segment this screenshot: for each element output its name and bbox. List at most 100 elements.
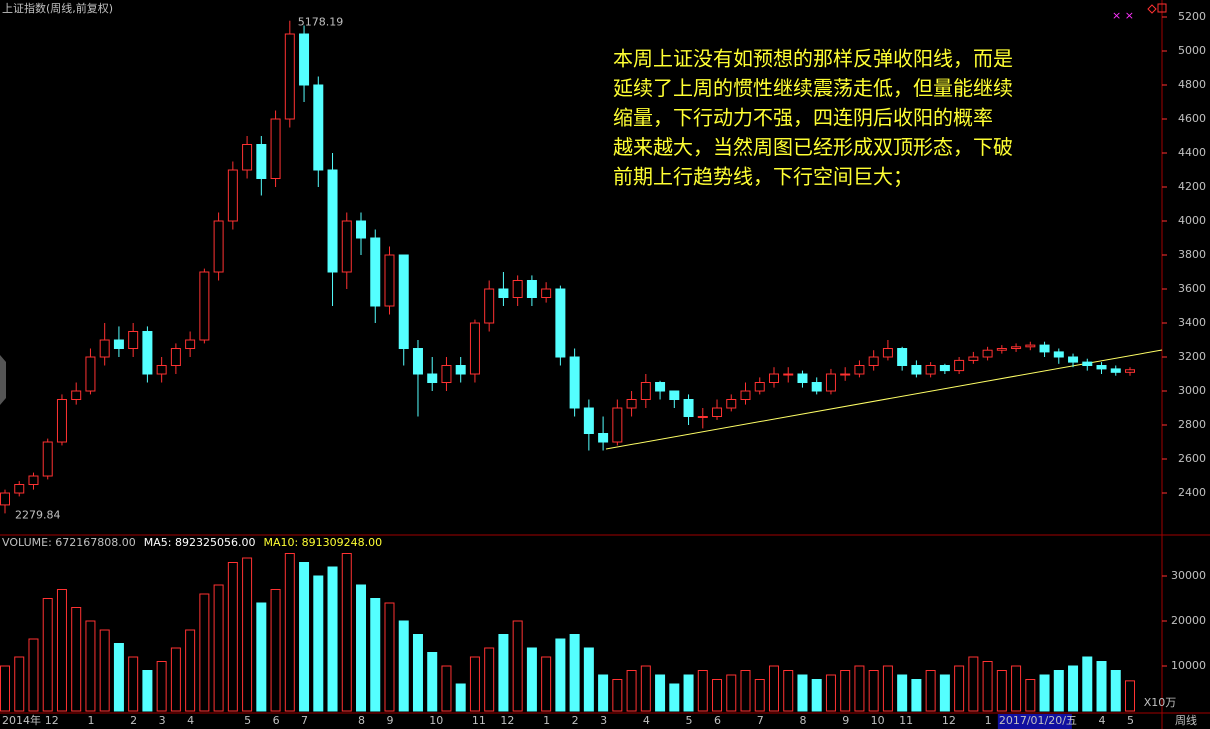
volume-bar (683, 674, 694, 712)
annotation: 延续了上周的惯性继续震荡走低，但量能继续 (613, 76, 1013, 100)
candle-body (213, 220, 224, 273)
candle-body (256, 144, 267, 180)
volume-bar (954, 665, 965, 712)
icon-square[interactable] (1157, 3, 1167, 13)
candle-body (697, 416, 708, 419)
volume-bar (284, 553, 295, 712)
x-tick-label: 9 (386, 714, 393, 727)
y-tick-label: 5200 (1178, 10, 1206, 23)
annotation: 越来越大，当然周图已经形成双顶形态，下破 (613, 135, 1013, 159)
candle-body (242, 144, 253, 171)
candle-body (384, 254, 395, 307)
icon-diamond[interactable] (1147, 4, 1157, 14)
volume-bar (526, 647, 537, 712)
volume-bar (455, 683, 466, 712)
volume-bar (1053, 670, 1064, 712)
volume-legend: VOLUME: 672167808.00 (2, 536, 136, 549)
x-tick-label: 2014年 (2, 713, 41, 727)
volume-bar (982, 661, 993, 712)
volume-bar (911, 679, 922, 712)
icon-close[interactable]: × × (1112, 9, 1134, 22)
y-tick-label: 4200 (1178, 180, 1206, 193)
volume-bar (783, 670, 794, 712)
candle-body (754, 382, 765, 392)
x-tick-label: 4 (1099, 714, 1106, 727)
x-tick-label: 1 (87, 714, 94, 727)
volume-bar (1039, 674, 1050, 712)
candle-body (626, 399, 637, 409)
candle-body (341, 220, 352, 273)
volume-bar (42, 598, 53, 712)
volume-bar (498, 634, 509, 712)
volume-bar (256, 602, 267, 712)
candle-body (954, 359, 965, 372)
x-tick-label: 11 (899, 714, 913, 727)
volume-bar (626, 670, 637, 712)
volume-bar (1011, 665, 1022, 712)
x-tick-label: 5 (244, 714, 251, 727)
candle-body (469, 322, 480, 375)
volume-bar (412, 634, 423, 712)
candle-body (427, 373, 438, 384)
candle-body (199, 271, 210, 341)
volume-bar (170, 647, 181, 712)
volume-bar (598, 674, 609, 712)
candle-body (939, 365, 950, 372)
volume-bar (56, 589, 67, 712)
x-tick-label: 6 (273, 714, 280, 727)
volume-bar (341, 553, 352, 712)
x-tick-label: 10 (871, 714, 885, 727)
x-tick-label: 12 (942, 714, 956, 727)
volume-bar (313, 575, 324, 712)
side-handle[interactable] (0, 355, 6, 405)
volume-bar (128, 656, 139, 712)
volume-tick-label: 10000 (1171, 659, 1206, 672)
x-tick-label: 12 (500, 714, 514, 727)
candle-body (99, 339, 110, 358)
volume-bar (441, 665, 452, 712)
x-tick-label: 12 (45, 714, 59, 727)
volume-bar (356, 584, 367, 712)
candle-body (655, 382, 666, 392)
volume-bar (612, 679, 623, 712)
candle-body (669, 390, 680, 401)
volume-bar (1110, 670, 1121, 712)
candle-body (28, 475, 39, 486)
volume-bar (85, 620, 96, 712)
volume-tick-label: 20000 (1171, 614, 1206, 627)
candle-body (598, 433, 609, 443)
candle-body (1125, 369, 1135, 373)
x-tick-label: 2 (572, 714, 579, 727)
x-tick-label: 4 (187, 714, 194, 727)
volume-bar (726, 674, 737, 712)
volume-bar (825, 674, 836, 712)
candle-body (313, 84, 324, 171)
candle-body (526, 280, 537, 299)
volume-bar (811, 679, 822, 712)
candle-body (982, 349, 993, 358)
y-tick-label: 3600 (1178, 282, 1206, 295)
candle-body (911, 365, 922, 375)
candle-body (498, 288, 509, 299)
volume-bar (71, 607, 82, 712)
volume-bar (113, 643, 124, 712)
volume-bar (1082, 656, 1093, 712)
candle-body (56, 399, 67, 443)
volume-bar (199, 593, 210, 712)
candle-body (825, 373, 836, 392)
x-tick-label: 5 (1127, 714, 1134, 727)
trend-line (605, 349, 1163, 450)
candle-body (925, 365, 936, 375)
volume-bar (270, 589, 281, 712)
candle-body (996, 348, 1007, 351)
candle-body (327, 169, 338, 273)
x-tick-label: 10 (429, 714, 443, 727)
x-tick-label: 3 (600, 714, 607, 727)
volume-bar (1125, 680, 1135, 712)
volume-bar (583, 647, 594, 712)
volume-bar (1025, 679, 1036, 712)
candle-body (185, 339, 196, 350)
candle-body (740, 390, 751, 401)
volume-bar (754, 679, 765, 712)
